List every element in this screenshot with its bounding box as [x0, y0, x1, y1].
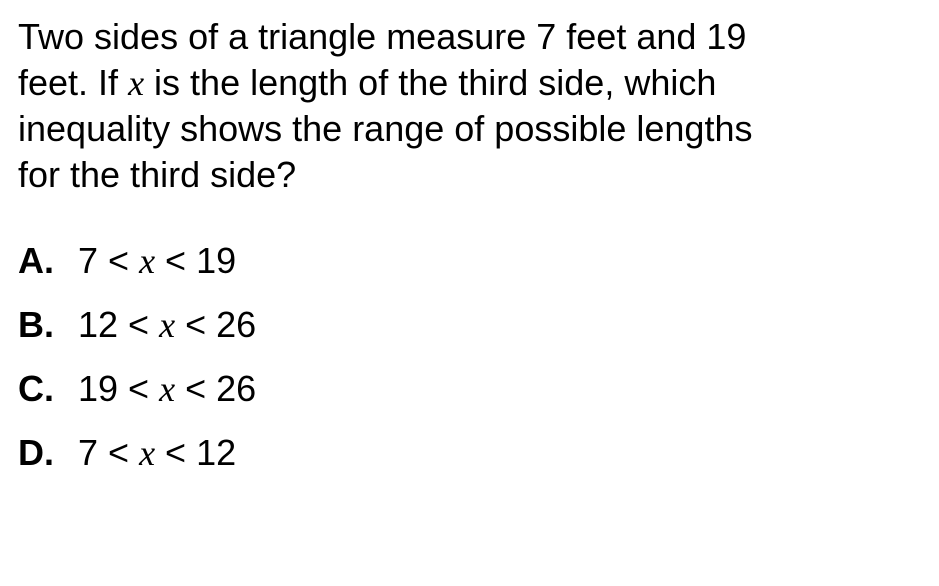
option-c-right: < 26 — [175, 368, 256, 409]
option-d[interactable]: D. 7 < x < 12 — [18, 432, 921, 474]
option-c-var: x — [159, 369, 175, 409]
option-a-left: 7 < — [78, 240, 139, 281]
option-b-var: x — [159, 305, 175, 345]
option-a-text: 7 < x < 19 — [78, 240, 236, 282]
option-a-right: < 19 — [155, 240, 236, 281]
option-a[interactable]: A. 7 < x < 19 — [18, 240, 921, 282]
option-d-var: x — [139, 433, 155, 473]
option-c-label: C. — [18, 368, 78, 410]
option-b-label: B. — [18, 304, 78, 346]
question-container: Two sides of a triangle measure 7 feet a… — [0, 0, 939, 474]
option-b[interactable]: B. 12 < x < 26 — [18, 304, 921, 346]
option-d-right: < 12 — [155, 432, 236, 473]
option-b-left: 12 < — [78, 304, 159, 345]
option-c-text: 19 < x < 26 — [78, 368, 256, 410]
option-c-left: 19 < — [78, 368, 159, 409]
question-line2b: is the length of the third side, which — [144, 62, 716, 103]
option-b-text: 12 < x < 26 — [78, 304, 256, 346]
question-line3: inequality shows the range of possible l… — [18, 108, 752, 149]
option-d-label: D. — [18, 432, 78, 474]
option-c[interactable]: C. 19 < x < 26 — [18, 368, 921, 410]
question-line1: Two sides of a triangle measure 7 feet a… — [18, 16, 746, 57]
question-text: Two sides of a triangle measure 7 feet a… — [18, 14, 921, 198]
option-a-label: A. — [18, 240, 78, 282]
options-list: A. 7 < x < 19 B. 12 < x < 26 C. 19 < x <… — [18, 240, 921, 474]
option-d-left: 7 < — [78, 432, 139, 473]
option-a-var: x — [139, 241, 155, 281]
option-b-right: < 26 — [175, 304, 256, 345]
question-var: x — [128, 63, 144, 103]
question-line2a: feet. If — [18, 62, 128, 103]
option-d-text: 7 < x < 12 — [78, 432, 236, 474]
question-line4: for the third side? — [18, 154, 296, 195]
